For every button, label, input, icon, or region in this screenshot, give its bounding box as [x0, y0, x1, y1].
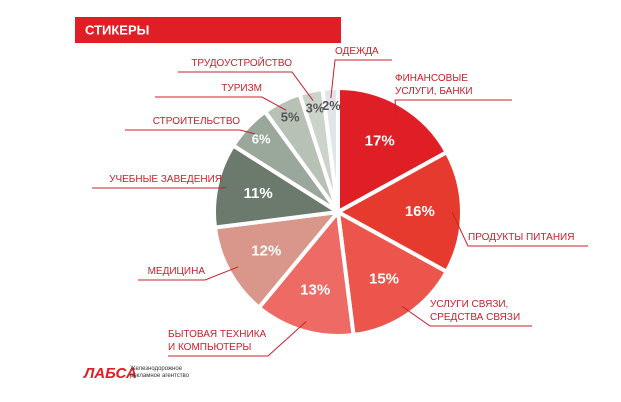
leader-line: [125, 129, 255, 135]
pie-slice: [212, 142, 344, 230]
category-label: ОДЕЖДА: [335, 46, 379, 57]
value-label: 15%: [369, 271, 399, 288]
category-label: ФИНАНСОВЫЕ УСЛУГИ, БАНКИ: [395, 73, 473, 97]
category-label: БЫТОВАЯ ТЕХНИКА И КОМПЬЮТЕРЫ: [168, 329, 267, 353]
logo: ЛАБСА: [83, 365, 137, 382]
category-label: СТРОИТЕЛЬСТВО: [152, 116, 240, 127]
leader-line: [394, 99, 512, 114]
title-bar: [75, 17, 341, 43]
category-label: УЧЕБНЫЕ ЗАВЕДЕНИЯ: [109, 174, 222, 185]
category-label: ПРОДУКТЫ ПИТАНИЯ: [468, 232, 575, 243]
value-label: 6%: [252, 131, 271, 146]
category-label: УСЛУГИ СВЯЗИ, СРЕДСТВА СВЯЗИ: [430, 299, 521, 323]
leader-line: [138, 266, 239, 281]
value-label: 17%: [365, 133, 395, 150]
leader-line: [92, 186, 227, 189]
value-label: 2%: [322, 98, 341, 113]
value-label: 13%: [300, 282, 330, 299]
pie-slice: [256, 207, 356, 338]
pie-slice: [212, 209, 343, 311]
tagline: Железнодорожное рекламное агентство: [130, 366, 189, 379]
category-label: ТРУДОУСТРОЙСТВО: [191, 58, 292, 69]
value-label: 11%: [244, 185, 273, 202]
value-label: 12%: [251, 242, 281, 259]
category-label: ТУРИЗМ: [221, 83, 262, 94]
leader-line: [168, 321, 307, 357]
leader-line: [330, 59, 392, 99]
value-label: 3%: [306, 101, 325, 116]
pie-slice: [333, 149, 464, 275]
category-label: МЕДИЦИНА: [147, 266, 205, 277]
pie-slice: [336, 85, 450, 216]
leader-line: [451, 211, 588, 247]
pie-slice: [335, 208, 450, 338]
leader-line: [155, 96, 287, 111]
chart-title: СТИКЕРЫ: [85, 22, 149, 37]
value-label: 5%: [281, 110, 300, 125]
pie-slice: [320, 85, 340, 213]
value-label: 16%: [405, 203, 435, 220]
leader-line: [178, 71, 314, 101]
leader-line: [401, 305, 532, 327]
